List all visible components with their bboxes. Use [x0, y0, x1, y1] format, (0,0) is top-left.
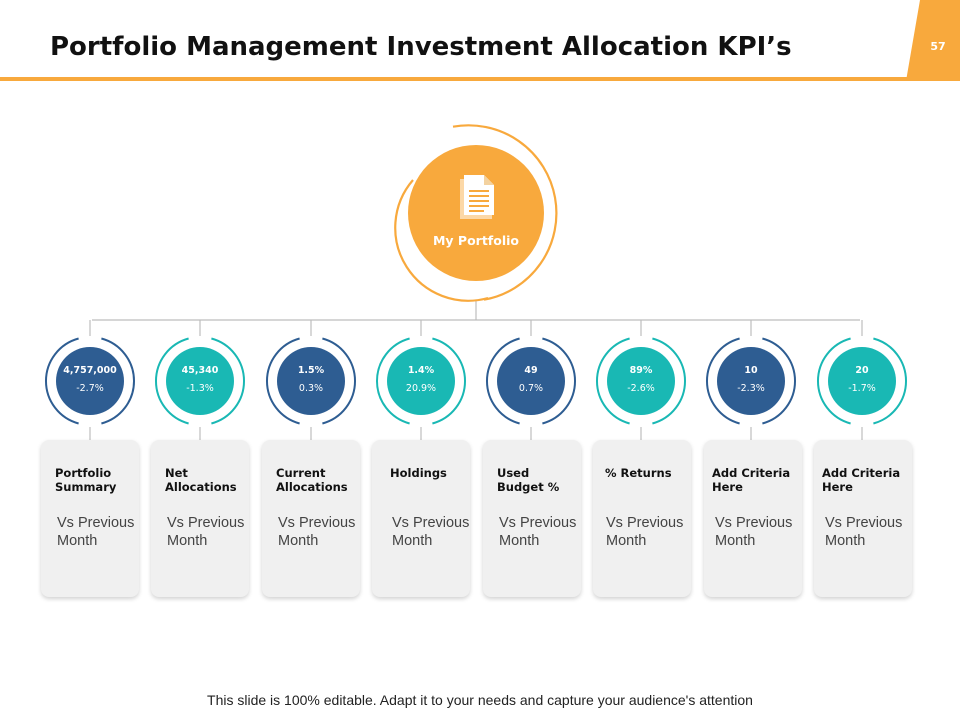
kpi-ring-arc [376, 337, 410, 425]
kpi-connectors [89, 320, 863, 440]
kpi-ring-arc [486, 337, 520, 425]
hub-inner-arc [394, 179, 489, 302]
kpi-change: -1.7% [848, 383, 876, 394]
kpi-ring-arc [706, 337, 740, 425]
kpi-card-comparison: Vs Previous Month [167, 515, 245, 549]
kpi-ring-arc [873, 337, 907, 425]
kpi-card-holdings: Holdings Vs Previous Month [372, 440, 470, 597]
title-underline [0, 77, 915, 81]
kpi-card-add-criteria-2: Add Criteria Here Vs Previous Month [814, 440, 912, 597]
document-icon [460, 175, 494, 219]
kpi-ring-arc [652, 337, 686, 425]
kpi-value: 45,340 [181, 365, 219, 376]
footer-note: This slide is 100% editable. Adapt it to… [207, 692, 753, 708]
kpi-ring-arc [45, 337, 79, 425]
kpi-circle-portfolio-summary: 4,757,000 -2.7% [56, 347, 124, 415]
kpi-circle-net-allocations: 45,340 -1.3% [166, 347, 234, 415]
kpi-card-current-allocations: Current Allocations Vs Previous Month [262, 440, 360, 597]
kpi-card-comparison: Vs Previous Month [392, 515, 470, 549]
kpi-change: -2.6% [627, 383, 655, 394]
kpi-value: 49 [524, 365, 538, 376]
my-portfolio-hub: My Portfolio [408, 145, 544, 281]
kpi-card-title: Add Criteria Here [712, 466, 791, 494]
kpi-ring-arc [211, 337, 245, 425]
kpi-ring-arc [817, 337, 851, 425]
kpi-card-title: Used Budget % [497, 466, 560, 494]
kpi-card-comparison: Vs Previous Month [278, 515, 356, 549]
kpi-card-comparison: Vs Previous Month [825, 515, 903, 549]
kpi-card-title: Net Allocations [165, 466, 237, 494]
kpi-circle-holdings: 1.4% 20.9% [387, 347, 455, 415]
kpi-ring-arc [155, 337, 189, 425]
kpi-card-title: Portfolio Summary [55, 466, 117, 494]
kpi-ring-arc [101, 337, 135, 425]
kpi-ring-arc [762, 337, 796, 425]
kpi-card-comparison: Vs Previous Month [715, 515, 793, 549]
kpi-change: -1.3% [186, 383, 214, 394]
kpi-card-title: % Returns [605, 466, 672, 480]
connector-lines [92, 300, 860, 321]
kpi-change: 0.3% [298, 383, 324, 394]
kpi-circle-current-allocations: 1.5% 0.3% [277, 347, 345, 415]
kpi-card-add-criteria-1: Add Criteria Here Vs Previous Month [704, 440, 802, 597]
hub-outer-arc [452, 124, 558, 301]
kpi-change: 0.7% [518, 383, 544, 394]
kpi-circle-returns: 89% -2.6% [607, 347, 675, 415]
kpi-card-comparison: Vs Previous Month [606, 515, 684, 549]
kpi-change: -2.3% [737, 383, 765, 394]
hub-ring-arcs [394, 124, 558, 302]
kpi-card-title: Add Criteria Here [822, 466, 901, 494]
kpi-change: 20.9% [405, 383, 437, 394]
kpi-ring-arc [266, 337, 300, 425]
kpi-circle-add-criteria-2: 20 -1.7% [828, 347, 896, 415]
kpi-circle-used-budget: 49 0.7% [497, 347, 565, 415]
kpi-card-title: Holdings [390, 466, 447, 480]
kpi-ring-arc [432, 337, 466, 425]
kpi-card-used-budget: Used Budget % Vs Previous Month [483, 440, 581, 597]
kpi-value: 1.4% [407, 365, 435, 376]
kpi-value: 10 [744, 365, 758, 376]
kpi-value: 89% [629, 365, 653, 376]
kpi-value: 4,757,000 [63, 365, 117, 376]
kpi-ring-arc [542, 337, 576, 425]
kpi-change: -2.7% [76, 383, 104, 394]
page-number: 57 [930, 40, 946, 53]
kpi-card-comparison: Vs Previous Month [57, 515, 135, 549]
kpi-value: 1.5% [297, 365, 325, 376]
kpi-circle-add-criteria-1: 10 -2.3% [717, 347, 785, 415]
kpi-card-portfolio-summary: Portfolio Summary Vs Previous Month [41, 440, 139, 597]
kpi-card-net-allocations: Net Allocations Vs Previous Month [151, 440, 249, 597]
kpi-card-title: Current Allocations [276, 466, 348, 494]
kpi-rings [45, 337, 907, 425]
kpi-ring-arc [322, 337, 356, 425]
kpi-ring-arc [596, 337, 630, 425]
kpi-card-returns: % Returns Vs Previous Month [593, 440, 691, 597]
kpi-card-comparison: Vs Previous Month [499, 515, 577, 549]
slide-title: Portfolio Management Investment Allocati… [50, 32, 792, 62]
kpi-value: 20 [855, 365, 869, 376]
hub-label: My Portfolio [432, 233, 519, 248]
